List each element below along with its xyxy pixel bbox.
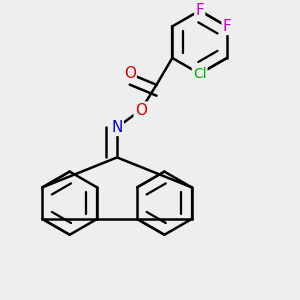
Text: N: N	[111, 120, 123, 135]
Text: F: F	[195, 3, 204, 18]
Text: O: O	[135, 103, 147, 118]
Text: Cl: Cl	[193, 67, 206, 81]
Text: F: F	[223, 19, 231, 34]
Text: O: O	[124, 66, 136, 81]
